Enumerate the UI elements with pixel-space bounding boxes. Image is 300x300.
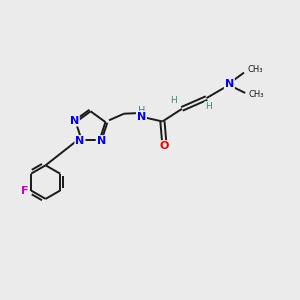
Text: O: O	[160, 141, 169, 151]
Text: N: N	[137, 112, 146, 122]
Text: N: N	[75, 136, 85, 146]
Text: H: H	[170, 96, 177, 105]
Text: N: N	[70, 116, 79, 126]
Text: H: H	[205, 102, 212, 111]
Text: N: N	[225, 79, 234, 89]
Text: F: F	[21, 185, 28, 196]
Text: N: N	[97, 136, 106, 146]
Text: CH₃: CH₃	[248, 90, 264, 99]
Text: CH₃: CH₃	[247, 65, 263, 74]
Text: H: H	[138, 106, 145, 116]
